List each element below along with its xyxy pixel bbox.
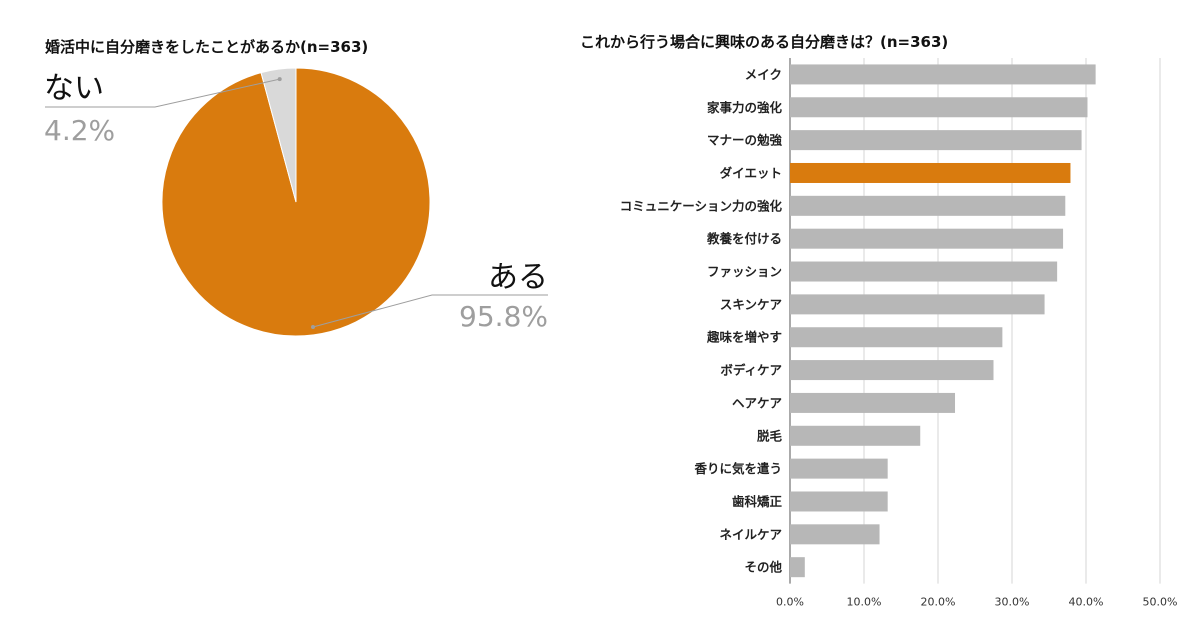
- bar: [790, 425, 921, 446]
- category-label: ネイルケア: [719, 527, 782, 542]
- bar-x-axis-ticks: 0.0% 10.0% 20.0% 30.0% 40.0% 50.0%: [776, 596, 1177, 609]
- category-label: ボディケア: [720, 363, 782, 378]
- bar-rows: メイク家事力の強化マナーの勉強ダイエットコミュニケーション力の強化教養を付けるフ…: [620, 64, 1096, 578]
- pie-chart-title: 婚活中に自分磨きをしたことがあるか(n=363): [45, 38, 368, 56]
- bar: [790, 130, 1082, 151]
- category-label: 教養を付ける: [706, 231, 782, 246]
- bar: [790, 64, 1096, 85]
- bar: [790, 294, 1045, 315]
- pie-leader-aru: [312, 294, 548, 328]
- x-tick-label: 0.0%: [776, 596, 804, 609]
- pie-leader-dot-nai: [277, 77, 282, 82]
- x-tick-label: 30.0%: [995, 596, 1030, 609]
- bar: [790, 458, 888, 479]
- pie-leader-dot-aru: [311, 325, 315, 329]
- category-label: マナーの勉強: [707, 133, 783, 148]
- bar: [790, 261, 1058, 282]
- bar: [790, 491, 888, 512]
- bar-chart: これから行う場合に興味のある自分磨きは？(n=363) メイク家事力の強化マナー…: [580, 33, 1177, 609]
- pie-leader-nai: [45, 78, 280, 108]
- bar-chart-title: これから行う場合に興味のある自分磨きは？(n=363): [580, 33, 948, 51]
- category-label: ダイエット: [720, 165, 782, 180]
- category-label: 香りに気を遣う: [693, 461, 782, 476]
- category-label: 脱毛: [757, 428, 783, 443]
- bar: [790, 195, 1066, 216]
- bar: [790, 557, 805, 578]
- category-label: メイク: [745, 67, 782, 82]
- category-label: ヘアケア: [732, 395, 782, 410]
- x-tick-label: 10.0%: [847, 596, 882, 609]
- pie-chart: 婚活中に自分磨きをしたことがあるか(n=363) ない 4.2% ある 95.8…: [44, 38, 548, 337]
- bar: [790, 524, 880, 545]
- pie-label-nai: ない: [44, 71, 104, 106]
- x-tick-label: 40.0%: [1069, 596, 1104, 609]
- bar: [790, 392, 956, 413]
- x-tick-label: 20.0%: [921, 596, 956, 609]
- category-label: その他: [744, 560, 782, 575]
- pie-slices: [161, 67, 431, 337]
- category-label: 歯科矯正: [732, 494, 783, 509]
- bar: [790, 327, 1003, 348]
- pie-label-aru: ある: [488, 260, 548, 295]
- x-tick-label: 50.0%: [1143, 596, 1178, 609]
- category-label: ファッション: [707, 264, 782, 279]
- category-label: 家事力の強化: [707, 100, 783, 115]
- pie-value-aru: 95.8%: [459, 300, 548, 333]
- pie-slice-nai: [260, 67, 297, 203]
- category-label: コミュニケーション力の強化: [620, 198, 783, 213]
- category-label: 趣味を増やす: [706, 330, 782, 345]
- bar: [790, 228, 1064, 249]
- bar: [790, 97, 1088, 118]
- pie-annotations: ない 4.2% ある 95.8%: [44, 71, 548, 333]
- bar: [790, 360, 994, 381]
- category-label: スキンケア: [720, 297, 782, 312]
- bar: [790, 162, 1071, 183]
- pie-value-nai: 4.2%: [44, 114, 115, 147]
